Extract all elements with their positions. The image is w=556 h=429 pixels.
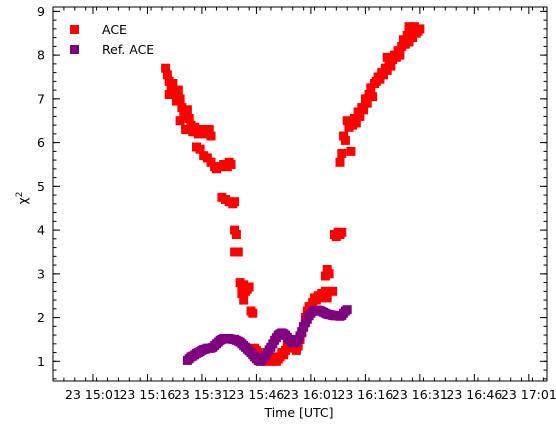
ace-point-0: [161, 63, 171, 73]
ace-point-52: [239, 295, 249, 305]
ace-point-9: [175, 94, 185, 104]
ace-point-98: [324, 269, 334, 279]
y-tick-label-7: 8: [37, 48, 45, 63]
y-tick-label-3: 4: [37, 223, 45, 238]
legend-marker-ref-ace: [70, 45, 79, 54]
ref-ace-point-88: [342, 305, 352, 315]
ace-point-25: [206, 131, 216, 141]
ace-point-10: [177, 103, 187, 113]
ace-point-4: [164, 90, 174, 99]
major-ticks: [53, 7, 547, 381]
y-axis-label: χ2: [15, 192, 30, 205]
plot-frame: [52, 6, 548, 382]
ace-point-151: [382, 52, 392, 62]
x-tick-label-5: 23 16:16: [337, 387, 393, 402]
ace-point-99: [328, 286, 338, 296]
ace-point-104: [337, 227, 347, 237]
ace-point-123: [368, 92, 378, 102]
x-tick-label-6: 23 16:31: [392, 387, 448, 402]
y-tick-label-0: 1: [37, 354, 45, 369]
ace-point-106: [337, 149, 347, 158]
legend-label-ace: ACE: [102, 22, 127, 37]
x-tick-label-0: 23 15:01: [65, 387, 121, 402]
ace-point-15: [184, 114, 194, 123]
ace-point-105: [335, 157, 345, 167]
x-tick-label-4: 23 16:01: [283, 387, 339, 402]
ace-point-5: [168, 79, 178, 88]
y-axis-label-main: χ: [15, 197, 30, 204]
ace-point-24: [204, 125, 214, 134]
ace-point-108: [340, 135, 350, 145]
ace-point-138: [395, 50, 405, 60]
legend-marker-ace: [70, 25, 79, 34]
ace-point-35: [226, 160, 236, 169]
y-axis-label-superscript: 2: [15, 192, 25, 198]
ace-point-109: [342, 116, 352, 126]
ace-point-118: [359, 105, 369, 115]
ace-point-44: [233, 247, 243, 257]
x-tick-label-8: 23 17:01: [501, 387, 556, 402]
ace-point-21: [195, 144, 205, 154]
ace-point-133: [386, 61, 396, 71]
legend-label-ref-ace: Ref. ACE: [102, 42, 154, 57]
ace-point-120: [362, 98, 372, 108]
ace-point-18: [190, 122, 200, 132]
y-tick-labels: 1 2 3 4 5 6 7 8 9: [37, 4, 45, 369]
ace-point-149: [415, 24, 425, 34]
ace-point-114: [351, 118, 361, 128]
y-tick-label-6: 7: [37, 91, 45, 106]
y-tick-label-8: 9: [37, 4, 45, 19]
x-tick-label-1: 23 15:16: [119, 387, 175, 402]
ace-point-116: [355, 111, 365, 121]
ace-point-150: [404, 22, 414, 32]
x-tick-label-7: 23 16:46: [446, 387, 502, 402]
y-tick-label-1: 2: [37, 310, 45, 325]
legend: ACE Ref. ACE: [70, 22, 154, 57]
series-ref-ace-markers: [182, 305, 352, 366]
ace-point-1: [162, 70, 172, 80]
ace-point-12: [175, 116, 185, 126]
ace-point-8: [173, 85, 183, 95]
ace-point-94: [320, 286, 330, 296]
ace-point-14: [182, 105, 192, 115]
ace-point-13: [181, 125, 191, 134]
y-tick-label-2: 3: [37, 266, 45, 281]
ace-point-111: [346, 146, 356, 156]
ace-point-54: [248, 308, 258, 318]
ace-point-42: [231, 230, 241, 239]
ace-point-51: [244, 282, 254, 292]
ace-point-40: [230, 197, 240, 207]
y-tick-label-5: 6: [37, 135, 45, 150]
ace-point-95: [322, 293, 332, 303]
x-tick-label-2: 23 15:31: [174, 387, 230, 402]
x-tick-label-3: 23 15:46: [228, 387, 284, 402]
x-axis-label: Time [UTC]: [263, 405, 333, 420]
y-tick-label-4: 5: [37, 179, 45, 194]
